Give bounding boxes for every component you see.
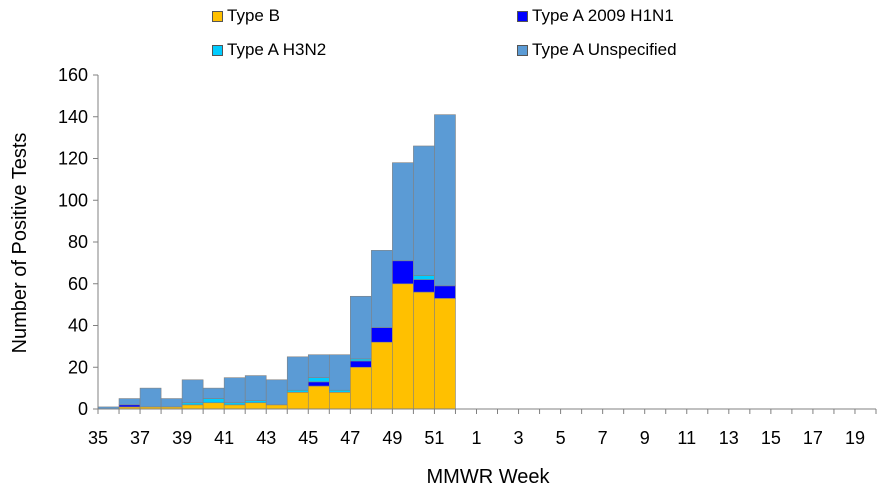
x-tick-label-3: 3 [514,428,524,448]
bar-48-series-1 [371,327,393,343]
bar-48-series-3 [371,250,393,328]
bar-49-series-1 [392,260,414,285]
bar-39-series-3 [181,379,204,404]
bar-41-series-2 [223,402,246,406]
bar-51-series-1 [434,285,456,299]
x-tick-label-9: 9 [640,428,650,448]
y-tick-label-20: 20 [68,357,88,377]
y-tick-label-60: 60 [68,274,88,294]
x-axis-title: MMWR Week [427,466,551,488]
x-tick-label-49: 49 [382,428,402,448]
x-tick-label-51: 51 [424,428,444,448]
legend-swatch-type-a-h3n2 [212,44,223,56]
bar-39-series-2 [181,402,204,406]
x-tick-label-1: 1 [471,428,481,448]
x-tick-label-5: 5 [556,428,566,448]
bar-51-series-3 [434,114,456,287]
bar-42-series-2 [244,400,267,404]
y-tick-label-140: 140 [58,107,88,127]
bar-44-series-2 [286,389,309,393]
legend-label-type-a-h1n1: Type A 2009 H1N1 [532,6,674,25]
bar-42-series-3 [244,375,267,401]
x-tick-label-43: 43 [256,428,276,448]
y-axis-title: Number of Positive Tests [9,133,31,354]
bar-47-series-0 [350,366,372,410]
bar-49-series-0 [392,283,414,410]
bar-47-series-1 [350,360,372,368]
x-tick-label-37: 37 [130,428,150,448]
y-tick-label-100: 100 [58,190,88,210]
bar-40-series-2 [202,398,225,404]
y-tick-label-120: 120 [58,149,88,169]
bar-41-series-0 [223,404,246,410]
legend-type-b: Type B [212,6,280,26]
bar-45-series-3 [307,354,330,378]
y-tick-label-160: 160 [58,65,88,85]
bar-41-series-3 [223,377,246,404]
bar-45-series-1 [307,381,330,387]
bar-43-series-0 [265,404,288,410]
bar-39-series-0 [181,404,204,410]
bar-40-series-3 [202,387,225,399]
bar-49-series-3 [392,162,414,262]
bar-36-series-3 [118,398,141,406]
x-tick-label-15: 15 [761,428,781,448]
bar-51-series-0 [434,298,456,410]
bar-50-series-1 [413,279,435,293]
bar-44-series-0 [286,391,309,410]
legend-swatch-type-b [212,10,223,22]
bar-46-series-3 [328,354,351,391]
legend-label-type-a-h3n2: Type A H3N2 [227,40,327,59]
x-tick-label-13: 13 [719,428,739,448]
bar-45-series-0 [307,385,330,410]
x-tick-label-11: 11 [677,428,696,448]
x-tick-label-7: 7 [598,428,608,448]
bar-44-series-3 [286,356,309,391]
legend-label-type-b: Type B [227,6,280,25]
bar-43-series-3 [265,379,288,406]
bar-38-series-3 [160,398,183,408]
x-tick-label-17: 17 [803,428,823,448]
x-tick-label-47: 47 [340,428,360,448]
legend-label-type-a-unspecified: Type A Unspecified [532,40,677,59]
bar-46-series-0 [328,391,351,410]
bar-40-series-0 [202,402,225,410]
bar-50-series-2 [413,275,435,280]
legend-type-a-h1n1: Type A 2009 H1N1 [517,6,674,26]
bar-47-series-3 [350,295,372,360]
legend-type-a-h3n2: Type A H3N2 [212,40,326,60]
x-tick-label-45: 45 [298,428,318,448]
bar-45-series-2 [307,377,330,383]
y-tick-label-80: 80 [68,232,88,252]
y-tick-label-40: 40 [68,316,88,336]
x-tick-label-41: 41 [214,428,234,448]
bar-50-series-0 [413,291,435,410]
legend-swatch-type-a-unspecified [517,44,528,56]
bar-46-series-2 [328,389,351,393]
bar-42-series-0 [244,402,267,410]
bar-50-series-3 [413,145,435,276]
bar-47-series-2 [350,358,372,362]
legend-swatch-type-a-h1n1 [517,10,528,22]
x-tick-label-39: 39 [172,428,192,448]
bar-36-series-1 [118,404,141,408]
bar-37-series-3 [139,387,162,408]
bar-48-series-0 [371,341,393,410]
x-tick-label-19: 19 [845,428,865,448]
y-tick-label-0: 0 [78,399,88,419]
x-tick-label-35: 35 [88,428,108,448]
legend-type-a-unspecified: Type A Unspecified [517,40,677,60]
